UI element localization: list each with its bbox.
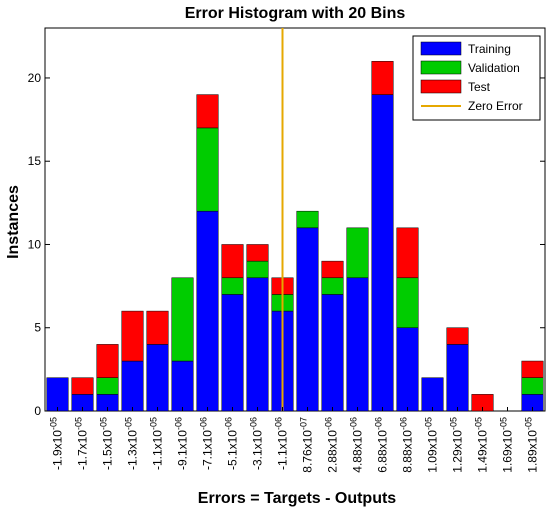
x-tick-label-13: 6.88x10-06: [374, 417, 390, 473]
bar-validation-8: [246, 260, 269, 279]
x-tick-label-19: 1.89x10-05: [524, 417, 540, 473]
bar-validation-19: [521, 377, 544, 395]
x-tick-label-14: 8.88x10-06: [399, 417, 415, 473]
x-tick-label-15: 1.09x10-05: [424, 417, 440, 473]
chart-title: Error Histogram with 20 Bins: [185, 5, 406, 22]
legend-swatch-validation: [420, 60, 462, 75]
legend: Training Validation Test Zero Error: [412, 35, 541, 121]
bar-validation-11: [321, 277, 344, 295]
x-tick-label-18: 1.69x10-05: [499, 417, 515, 473]
bar-test-16: [446, 327, 469, 345]
legend-label-1: Validation: [468, 61, 520, 75]
bar-test-6: [196, 94, 219, 129]
bar-training-0: [46, 377, 69, 412]
legend-label-3: Zero Error: [468, 99, 523, 113]
legend-swatch-training: [420, 41, 462, 56]
y-tick-label: 15: [28, 154, 42, 168]
bar-validation-7: [221, 277, 244, 295]
bar-test-7: [221, 244, 244, 279]
bar-validation-5: [171, 277, 194, 362]
bar-test-2: [96, 344, 119, 378]
bar-test-3: [121, 310, 144, 362]
x-tick-label-17: 1.49x10-05: [474, 417, 490, 473]
x-tick-label-16: 1.29x10-05: [449, 417, 465, 473]
y-tick-label: 20: [28, 71, 42, 85]
bar-validation-10: [296, 210, 319, 229]
x-tick-label-11: 2.88x10-06: [324, 417, 340, 473]
bar-test-14: [396, 227, 419, 279]
bar-training-10: [296, 227, 319, 412]
bar-training-11: [321, 294, 344, 412]
bar-training-3: [121, 360, 144, 412]
x-tick-label-0: -1.9x10-05: [49, 417, 65, 470]
bar-validation-12: [346, 227, 369, 279]
x-tick-label-3: -1.3x10-05: [124, 417, 140, 470]
bar-training-8: [246, 277, 269, 412]
y-tick-label: 0: [34, 404, 41, 418]
x-tick-label-4: -1.1x10-05: [149, 417, 165, 470]
bar-training-14: [396, 327, 419, 412]
x-tick-label-8: -3.1x10-06: [249, 417, 265, 470]
x-tick-label-5: -9.1x10-06: [174, 417, 190, 470]
y-tick-label: 10: [28, 237, 42, 251]
legend-swatch-test: [420, 79, 462, 94]
x-tick-label-12: 4.88x10-06: [349, 417, 365, 473]
y-tick-label: 5: [34, 321, 41, 335]
bar-training-6: [196, 210, 219, 412]
bar-training-5: [171, 360, 194, 412]
bar-test-8: [246, 244, 269, 262]
bar-test-13: [371, 61, 394, 95]
x-tick-label-9: -1.1x10-06: [274, 417, 290, 470]
x-tick-label-6: -7.1x10-06: [199, 417, 215, 470]
bar-test-19: [521, 360, 544, 378]
bar-training-7: [221, 294, 244, 412]
bar-training-15: [421, 377, 444, 412]
y-axis-label: Instances: [5, 185, 22, 259]
bar-validation-14: [396, 277, 419, 328]
legend-label-2: Test: [468, 80, 491, 94]
bar-training-16: [446, 344, 469, 412]
x-axis-label: Errors = Targets - Outputs: [198, 490, 397, 507]
bar-validation-2: [96, 377, 119, 395]
bar-training-12: [346, 277, 369, 412]
legend-label-0: Training: [468, 42, 511, 56]
x-tick-label-2: -1.5x10-05: [99, 417, 115, 470]
bar-training-4: [146, 344, 169, 412]
bar-test-4: [146, 310, 169, 345]
bar-training-13: [371, 94, 394, 412]
bar-test-11: [321, 260, 344, 279]
x-tick-label-10: 8.76x10-07: [299, 417, 315, 473]
x-tick-label-1: -1.7x10-05: [74, 417, 90, 470]
bar-test-1: [71, 377, 94, 395]
bar-validation-6: [196, 127, 219, 212]
x-tick-label-7: -5.1x10-06: [224, 417, 240, 470]
